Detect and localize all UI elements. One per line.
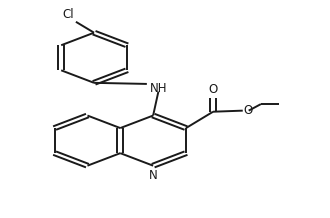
Text: Cl: Cl xyxy=(63,8,74,21)
Text: NH: NH xyxy=(150,82,168,95)
Text: O: O xyxy=(244,104,253,117)
Text: O: O xyxy=(209,83,218,96)
Text: N: N xyxy=(149,169,157,182)
